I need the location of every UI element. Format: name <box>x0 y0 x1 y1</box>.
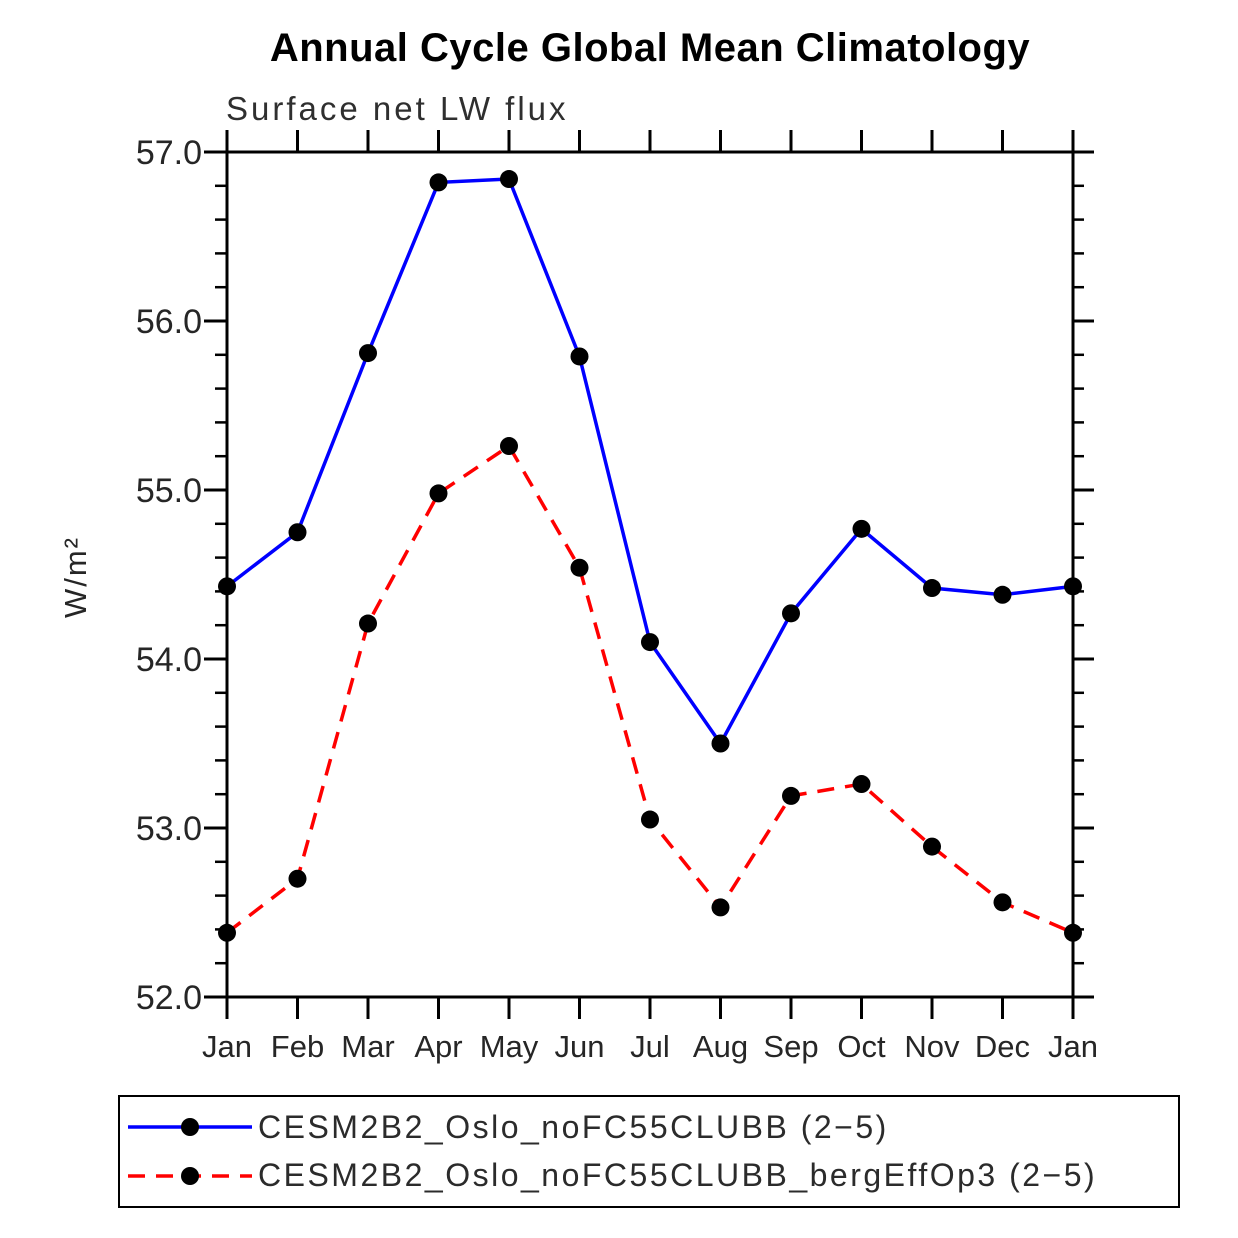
data-point-marker <box>429 173 448 192</box>
y-tick-label: 53.0 <box>136 810 202 848</box>
chart-title: Annual Cycle Global Mean Climatology <box>269 26 1031 70</box>
y-tick-label: 55.0 <box>136 472 202 510</box>
data-point-marker <box>570 347 589 366</box>
legend-label: CESM2B2_Oslo_noFC55CLUBB_bergEffOp3 (2−5… <box>258 1157 1098 1194</box>
x-tick-label: Dec <box>975 1029 1030 1064</box>
legend-item: CESM2B2_Oslo_noFC55CLUBB (2−5) <box>120 1109 1178 1146</box>
legend-label: CESM2B2_Oslo_noFC55CLUBB (2−5) <box>258 1108 889 1145</box>
legend-marker-dot-icon <box>181 1118 199 1137</box>
x-tick-label: Oct <box>837 1029 886 1064</box>
data-point-marker <box>782 786 800 805</box>
series-line <box>225 177 1074 747</box>
data-point-marker <box>711 734 730 753</box>
data-point-marker <box>288 523 307 542</box>
data-point-marker <box>993 893 1012 912</box>
data-point-marker <box>641 633 659 652</box>
data-point-marker <box>218 923 236 942</box>
data-point-marker <box>288 869 307 888</box>
data-point-marker <box>429 484 448 503</box>
data-point-marker <box>359 614 377 633</box>
data-point-marker <box>711 898 730 917</box>
data-point-marker <box>852 775 871 794</box>
x-tick-label: Mar <box>341 1029 394 1064</box>
x-tick-label: Apr <box>414 1029 462 1064</box>
legend-line-sample-red <box>128 1166 252 1185</box>
x-tick-label: May <box>480 1029 539 1064</box>
x-tick-label: Aug <box>693 1029 748 1064</box>
y-tick-label: 56.0 <box>136 303 202 341</box>
series-line <box>225 443 1074 935</box>
data-point-marker <box>359 344 377 363</box>
y-tick-label: 52.0 <box>136 979 202 1017</box>
data-point-marker <box>570 558 589 577</box>
x-tick-label: Feb <box>271 1029 324 1064</box>
data-point-marker <box>993 585 1012 604</box>
data-point-marker <box>782 604 800 623</box>
data-point-marker <box>852 519 871 538</box>
data-point-marker <box>500 170 518 189</box>
data-point-marker <box>218 577 236 596</box>
legend-item: CESM2B2_Oslo_noFC55CLUBB_bergEffOp3 (2−5… <box>120 1157 1178 1194</box>
y-tick-label: 54.0 <box>136 641 202 679</box>
x-tick-label: Jun <box>555 1029 605 1064</box>
data-point-marker <box>923 579 941 598</box>
x-tick-label: Jan <box>202 1029 252 1064</box>
legend-marker-dot-icon <box>181 1166 199 1185</box>
data-point-marker <box>641 810 659 829</box>
x-tick-label: Jan <box>1048 1029 1098 1064</box>
legend-line-sample-blue <box>128 1118 252 1137</box>
x-tick-label: Jul <box>630 1029 670 1064</box>
x-tick-label: Nov <box>904 1029 960 1064</box>
x-tick-label: Sep <box>763 1029 818 1064</box>
data-point-marker <box>1064 923 1082 942</box>
data-point-marker <box>1064 577 1082 596</box>
data-point-marker <box>923 837 941 856</box>
chart-subtitle: Surface net LW flux <box>226 90 569 127</box>
legend: CESM2B2_Oslo_noFC55CLUBB (2−5) CESM2B2_O… <box>118 1095 1180 1208</box>
y-tick-label: 57.0 <box>136 134 202 172</box>
data-point-marker <box>500 437 518 456</box>
